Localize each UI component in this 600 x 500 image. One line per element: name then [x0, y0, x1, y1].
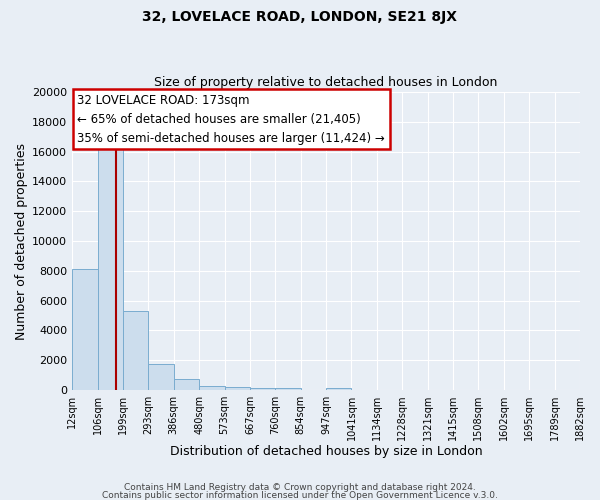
Y-axis label: Number of detached properties: Number of detached properties	[15, 142, 28, 340]
Bar	[98, 142, 123, 390]
Bar	[250, 388, 275, 390]
Text: Contains public sector information licensed under the Open Government Licence v.: Contains public sector information licen…	[102, 490, 498, 500]
Bar	[199, 386, 224, 390]
Text: 32, LOVELACE ROAD, LONDON, SE21 8JX: 32, LOVELACE ROAD, LONDON, SE21 8JX	[143, 10, 458, 24]
X-axis label: Distribution of detached houses by size in London: Distribution of detached houses by size …	[170, 444, 482, 458]
Bar	[72, 270, 98, 390]
Text: 32 LOVELACE ROAD: 173sqm
← 65% of detached houses are smaller (21,405)
35% of se: 32 LOVELACE ROAD: 173sqm ← 65% of detach…	[77, 94, 385, 144]
Bar	[174, 379, 199, 390]
Bar	[224, 387, 250, 390]
Text: Contains HM Land Registry data © Crown copyright and database right 2024.: Contains HM Land Registry data © Crown c…	[124, 484, 476, 492]
Bar	[123, 311, 148, 390]
Title: Size of property relative to detached houses in London: Size of property relative to detached ho…	[154, 76, 498, 90]
Bar	[326, 388, 352, 390]
Bar	[148, 364, 174, 390]
Bar	[275, 388, 301, 390]
